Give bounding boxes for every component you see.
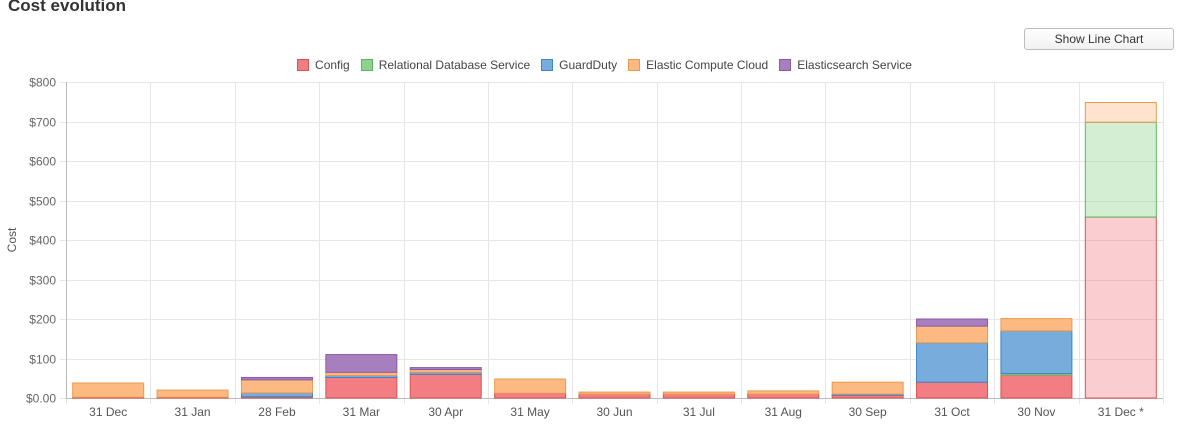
y-tick-label: $300 xyxy=(29,274,56,288)
legend-label: Relational Database Service xyxy=(378,58,531,72)
y-tick-label: $0.00 xyxy=(26,392,56,406)
bar-segment xyxy=(1084,216,1157,399)
legend-item[interactable]: Config xyxy=(297,58,350,72)
x-tick-label: 30 Sep xyxy=(849,405,887,419)
bar-segment xyxy=(156,389,229,398)
bar-segment xyxy=(72,382,145,398)
bar-segment xyxy=(916,325,989,344)
bar-segment xyxy=(662,393,735,399)
bar-segment xyxy=(494,378,567,394)
legend-swatch xyxy=(779,59,792,71)
bar-segment xyxy=(240,379,313,394)
bar-segment xyxy=(1084,121,1157,218)
x-tick-label: 31 Jul xyxy=(683,405,715,419)
x-tick-label: 30 Nov xyxy=(1017,405,1055,419)
bar-segment xyxy=(409,373,482,399)
legend-item[interactable]: Relational Database Service xyxy=(360,58,531,72)
bar-segment xyxy=(240,392,313,398)
y-axis-label: Cost xyxy=(5,227,19,252)
y-tick-label: $700 xyxy=(29,116,56,130)
bar-segment xyxy=(662,391,735,395)
bar-segment xyxy=(1000,330,1073,375)
y-tick-label: $400 xyxy=(29,234,56,248)
legend-swatch xyxy=(360,59,373,71)
legend-label: Config xyxy=(315,58,350,72)
x-tick-label: 31 Jan xyxy=(175,405,211,419)
show-line-chart-button[interactable]: Show Line Chart xyxy=(1024,28,1174,50)
bar-segment xyxy=(916,342,989,383)
legend-label: Elasticsearch Service xyxy=(797,58,912,72)
bar-segment xyxy=(916,318,989,327)
bar-segment xyxy=(831,381,904,395)
bar-segment xyxy=(578,391,651,395)
x-tick-label: 28 Feb xyxy=(258,405,296,419)
bar-segment xyxy=(494,392,567,399)
bar-segment xyxy=(1000,374,1073,399)
legend-swatch xyxy=(628,59,641,71)
x-tick-label: 31 May xyxy=(510,405,549,419)
legend-item[interactable]: Elastic Compute Cloud xyxy=(628,58,768,72)
legend-label: Elastic Compute Cloud xyxy=(646,58,769,72)
legend-item[interactable]: Elasticsearch Service xyxy=(779,58,912,72)
x-tick-label: 31 Mar xyxy=(343,405,380,419)
bar-segment xyxy=(325,354,398,373)
x-tick-label: 31 Dec * xyxy=(1098,405,1144,419)
bar-segment xyxy=(916,381,989,399)
bar-segment xyxy=(747,390,820,395)
bar-segment xyxy=(409,367,482,371)
legend-swatch xyxy=(297,59,310,71)
bar-segment xyxy=(578,393,651,399)
x-tick-label: 31 Aug xyxy=(765,405,802,419)
legend-item[interactable]: GuardDuty xyxy=(541,58,617,72)
x-tick-label: 31 Oct xyxy=(934,405,970,419)
page-title: Cost evolution xyxy=(8,0,127,15)
bar-segment xyxy=(1000,318,1073,332)
chart-legend: Config Relational Database Service GuardDu… xyxy=(0,56,1199,74)
x-tick-label: 30 Jun xyxy=(596,405,632,419)
legend-swatch xyxy=(541,59,554,71)
y-tick-label: $200 xyxy=(29,313,56,327)
bar-segment xyxy=(1084,102,1157,123)
bar-segment xyxy=(747,393,820,399)
y-tick-label: $800 xyxy=(29,76,56,90)
x-tick-label: 30 Apr xyxy=(428,405,463,419)
y-tick-label: $500 xyxy=(29,195,56,209)
y-tick-label: $600 xyxy=(29,155,56,169)
legend-label: GuardDuty xyxy=(559,58,618,72)
bar-segment xyxy=(240,376,313,381)
y-tick-label: $100 xyxy=(29,353,56,367)
bar-segment xyxy=(325,376,398,399)
x-tick-label: 31 Dec xyxy=(89,405,127,419)
